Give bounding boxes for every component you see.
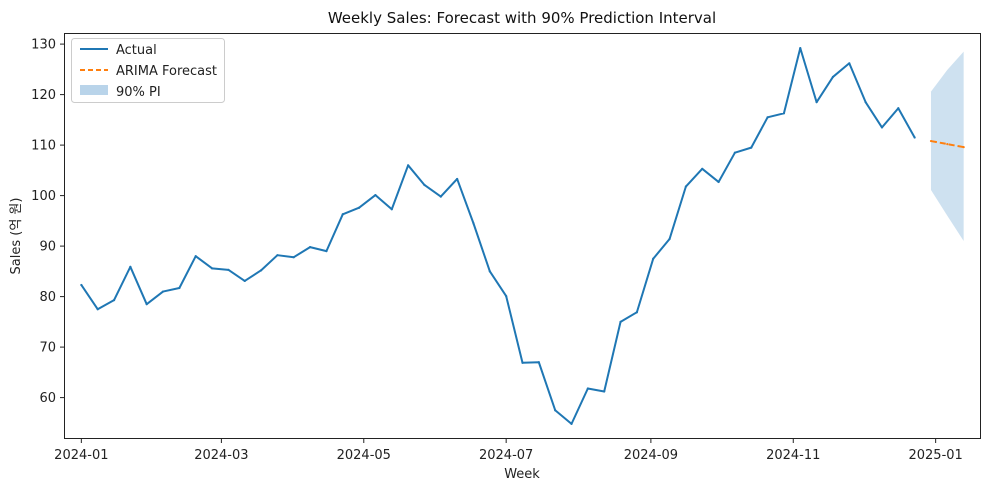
actual-point — [750, 146, 753, 149]
actual-point — [505, 294, 508, 298]
actual-point — [880, 126, 884, 129]
actual-point — [227, 268, 230, 271]
actual-point — [684, 185, 687, 188]
actual-series-line — [80, 47, 916, 425]
actual-point — [439, 195, 442, 198]
actual-point — [537, 361, 540, 364]
actual-point — [472, 222, 475, 225]
prediction-interval-layer — [930, 51, 964, 242]
actual-point — [652, 257, 655, 260]
actual-point — [161, 290, 165, 293]
y-tick-label: 100 — [31, 189, 56, 204]
y-tick-label: 120 — [31, 88, 56, 103]
actual-point — [799, 47, 802, 50]
actual-point — [423, 183, 426, 187]
actual-point — [782, 112, 786, 115]
forecast-series-layer — [929, 139, 965, 149]
actual-point — [145, 303, 148, 306]
actual-point — [341, 213, 344, 216]
actual-point — [276, 254, 279, 257]
actual-point — [129, 265, 132, 268]
actual-point — [243, 279, 246, 283]
actual-point — [848, 62, 851, 65]
actual-point — [586, 387, 589, 390]
actual-point — [733, 151, 737, 154]
y-axis-ticks: 60 70 80 90 100 110 120 130 — [31, 38, 65, 406]
x-tick-label: 2024-11 — [766, 448, 820, 463]
actual-point — [325, 250, 328, 253]
actual-point — [766, 116, 769, 119]
actual-point — [635, 311, 638, 314]
actual-series-layer — [80, 47, 916, 425]
y-tick-label: 70 — [39, 341, 56, 356]
actual-point — [374, 193, 377, 197]
actual-point — [603, 390, 606, 393]
actual-point — [570, 422, 573, 425]
legend-label-pi: 90% PI — [116, 85, 161, 100]
actual-point — [407, 164, 410, 167]
y-tick-label: 90 — [39, 240, 56, 255]
y-tick-label: 80 — [39, 290, 56, 305]
actual-point — [194, 255, 197, 258]
actual-point — [112, 299, 116, 302]
actual-point — [831, 75, 835, 79]
x-tick-label: 2024-07 — [479, 448, 533, 463]
x-axis-label: Week — [504, 467, 540, 482]
actual-point — [554, 409, 557, 412]
x-tick-label: 2024-09 — [624, 448, 678, 463]
actual-point — [619, 320, 622, 323]
actual-point — [292, 256, 295, 259]
prediction-interval-band — [930, 51, 964, 242]
actual-point — [701, 167, 704, 170]
y-tick-label: 130 — [31, 38, 56, 53]
actual-point — [358, 206, 361, 209]
forecast-point — [962, 146, 965, 149]
x-tick-label: 2024-03 — [194, 448, 248, 463]
actual-point — [815, 101, 818, 104]
actual-point — [456, 177, 459, 181]
actual-point — [259, 269, 263, 272]
x-tick-label: 2025-01 — [908, 448, 962, 463]
actual-point — [308, 246, 312, 249]
actual-point — [390, 208, 393, 211]
legend-swatch-pi — [80, 85, 108, 95]
actual-point — [210, 267, 214, 270]
actual-point — [913, 136, 916, 139]
y-axis-label: Sales (억 원) — [9, 198, 24, 275]
legend-label-forecast: ARIMA Forecast — [116, 64, 217, 79]
actual-point — [96, 308, 99, 311]
actual-point — [717, 180, 720, 184]
x-axis-ticks: 2024-01 2024-03 2024-05 2024-07 2024-09 2024-… — [54, 438, 963, 463]
actual-point — [521, 361, 524, 364]
legend: Actual ARIMA Forecast 90% PI — [71, 38, 225, 103]
legend-box — [71, 38, 225, 103]
actual-point — [864, 101, 867, 104]
forecast-point — [946, 142, 949, 146]
x-tick-label: 2024-01 — [54, 448, 108, 463]
actual-point — [80, 283, 83, 287]
chart-title: Weekly Sales: Forecast with 90% Predicti… — [328, 9, 716, 27]
y-tick-label: 110 — [31, 139, 56, 154]
actual-point — [488, 270, 491, 273]
x-tick-label: 2024-05 — [337, 448, 391, 463]
actual-point — [668, 237, 671, 241]
actual-point — [178, 286, 181, 290]
forecast-point — [929, 139, 933, 143]
actual-point — [897, 107, 900, 110]
legend-label-actual: Actual — [116, 43, 157, 58]
plot-frame — [64, 33, 981, 439]
forecast-series-line — [930, 140, 964, 149]
y-tick-label: 60 — [39, 391, 56, 406]
